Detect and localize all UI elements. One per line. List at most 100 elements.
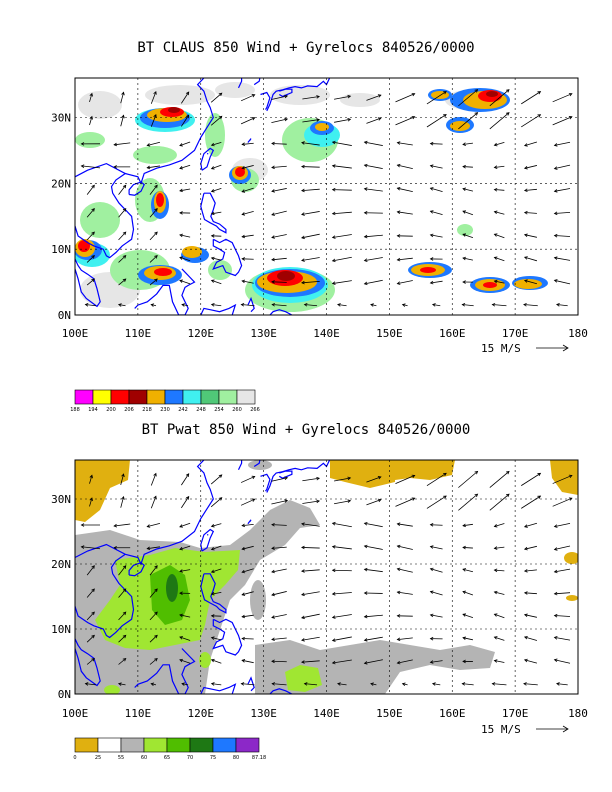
wind-vector (489, 89, 510, 107)
wind-vector (86, 588, 95, 598)
bottom-panel-title: BT Pwat 850 Wind + Gyrelocs 840526/0000 (141, 422, 471, 438)
wind-vector-head (493, 659, 498, 663)
coastline-segment (266, 460, 331, 493)
wind-vector (149, 658, 158, 665)
wind-vector-head (331, 521, 336, 526)
wind-vector (494, 189, 505, 191)
wind-vector-head (301, 522, 305, 526)
wind-vector (462, 142, 473, 145)
wind-vector (524, 141, 538, 147)
wind-vector (86, 278, 95, 286)
wind-vector (271, 591, 287, 596)
wind-vector-head (121, 91, 125, 96)
wind-vector (494, 233, 505, 239)
wind-vector (301, 613, 320, 619)
wind-vector-head (363, 187, 368, 191)
colorbar-label: 65 (164, 755, 170, 761)
wind-vector-head (122, 255, 127, 259)
reference-vector-arrowhead (562, 344, 569, 352)
wind-vector-head (122, 565, 127, 569)
wind-vector (494, 141, 505, 146)
wind-vector-head (91, 657, 95, 662)
wind-vector-head (301, 615, 305, 620)
wind-vector (458, 471, 478, 488)
wind-vector-head (474, 493, 479, 498)
wind-vector-head (210, 166, 215, 170)
wind-vector (462, 188, 474, 192)
wind-vector (210, 497, 223, 508)
wind-vector-head (337, 682, 341, 686)
wind-vector (149, 184, 158, 195)
wind-vector-head (493, 613, 498, 617)
wind-vector (89, 93, 93, 103)
latitude-label: 20N (51, 177, 71, 190)
wind-vector (302, 477, 320, 482)
coastline-segment (200, 303, 237, 315)
wind-vector-head (91, 611, 95, 616)
wind-vector-head (241, 279, 246, 284)
wind-vector-head (284, 476, 289, 480)
wind-vector-head (113, 142, 118, 147)
coastline-segment (247, 296, 255, 313)
wind-vector-head (429, 660, 434, 664)
coastline-segment (75, 258, 101, 308)
wind-vector (397, 164, 413, 169)
wind-vector-head (210, 234, 215, 238)
wind-vector (301, 569, 320, 572)
wind-vector (271, 281, 287, 283)
wind-vector-head (241, 636, 245, 641)
wind-vector (462, 613, 474, 619)
wind-vector-head (396, 522, 401, 526)
wind-vector (301, 660, 320, 663)
wind-vector (179, 279, 191, 285)
wind-vector (271, 188, 287, 192)
wind-vector-head (553, 189, 558, 193)
wind-vector (242, 545, 254, 550)
wind-vector-head (301, 141, 305, 145)
wind-vector-head (331, 258, 336, 263)
wind-vector-head (363, 521, 368, 526)
wind-vector (332, 614, 352, 618)
wind-vector-head (462, 545, 466, 550)
coastline-segment (134, 648, 196, 694)
wind-vector-head (462, 613, 467, 617)
wind-vector-head (331, 235, 336, 239)
longitude-label: 130E (250, 707, 277, 720)
wind-vector-head (218, 497, 223, 501)
wind-vector (118, 255, 127, 263)
latitude-label: 20N (51, 558, 71, 571)
wind-vector-head (241, 142, 246, 146)
wind-vector-head (491, 682, 496, 686)
wind-vectors (80, 470, 573, 686)
wind-vector-head (271, 522, 275, 527)
wind-vector (430, 660, 443, 663)
wind-vector-head (251, 117, 256, 121)
wind-vector (147, 141, 161, 146)
wind-vector (120, 92, 124, 104)
wind-vector (489, 112, 510, 130)
wind-vector-head (396, 257, 401, 262)
coastline-segment (128, 562, 145, 577)
wind-vector-head (462, 256, 467, 261)
wind-vector (364, 522, 383, 528)
wind-vector (366, 499, 381, 506)
wind-vector-head (523, 233, 528, 237)
wind-vector-head (122, 588, 127, 593)
wind-vector-head (331, 164, 336, 168)
wind-vector-head (241, 614, 246, 619)
coastline-segment (200, 528, 215, 552)
coastline-segment (75, 553, 135, 639)
map-frame (74, 77, 579, 316)
wind-vector (179, 522, 191, 528)
wind-vector-head (462, 233, 467, 237)
wind-vector-head (301, 188, 305, 193)
wind-vector-head (154, 634, 158, 639)
wind-vector-head (396, 567, 401, 572)
wind-vector (271, 660, 287, 663)
wind-vector-head (241, 165, 246, 170)
longitude-label: 150E (376, 707, 403, 720)
longitude-label: 130E (250, 327, 277, 340)
wind-vector (301, 523, 320, 527)
wind-vector-head (523, 166, 528, 170)
